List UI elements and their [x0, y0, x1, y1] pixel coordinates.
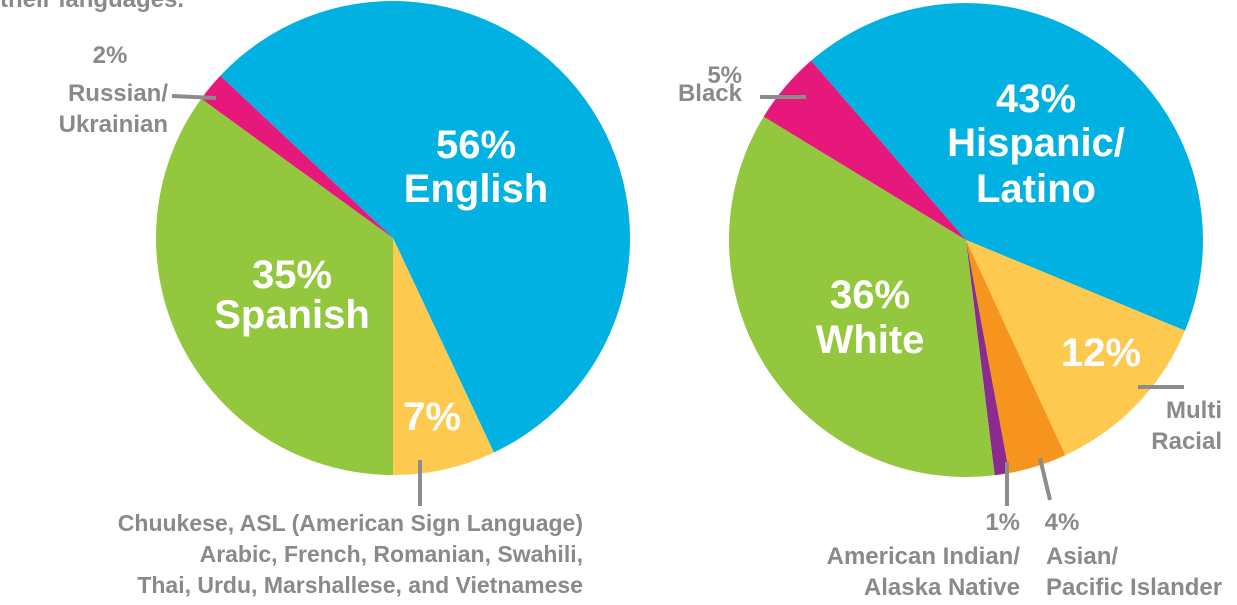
category-label: Asian/ Pacific Islander — [1046, 543, 1223, 601]
category-label: American Indian/ Alaska Native — [826, 543, 1020, 601]
value-label: 56% — [435, 123, 517, 167]
leader-line — [1038, 457, 1052, 501]
value-label: 2% — [92, 42, 128, 69]
value-label: 36% — [829, 273, 911, 317]
pie-slice — [763, 60, 966, 241]
leader-lines — [171, 94, 1184, 506]
leader-line — [171, 94, 217, 100]
value-label: 1% — [985, 509, 1020, 536]
pie-slice — [201, 75, 393, 239]
category-label: Black — [677, 80, 742, 107]
pie-slice — [393, 238, 494, 475]
value-label: 7% — [403, 395, 461, 439]
category-label: Hispanic/ Latino — [947, 121, 1125, 211]
value-label: 5% — [707, 62, 742, 89]
pie-slice — [220, 0, 630, 453]
value-label: 35% — [251, 253, 333, 297]
category-label: English — [403, 167, 549, 211]
pie-slice — [811, 3, 1203, 331]
pie-slice — [966, 240, 1066, 474]
value-label: 4% — [1044, 509, 1080, 536]
category-label: Chuukese, ASL (American Sign Language) A… — [117, 510, 583, 598]
pie-slice — [966, 240, 1010, 476]
value-label: 12% — [1060, 331, 1142, 375]
pie-slice — [156, 98, 393, 476]
category-label: White — [815, 318, 925, 362]
pie-slice — [729, 116, 995, 478]
value-label: 43% — [995, 77, 1077, 121]
category-label: Spanish — [214, 293, 370, 337]
pie-slice — [966, 240, 1186, 456]
category-label: Multi Racial — [1151, 397, 1222, 455]
category-label: Russian/ Ukrainian — [58, 80, 168, 138]
caption: their languages. — [0, 0, 184, 14]
